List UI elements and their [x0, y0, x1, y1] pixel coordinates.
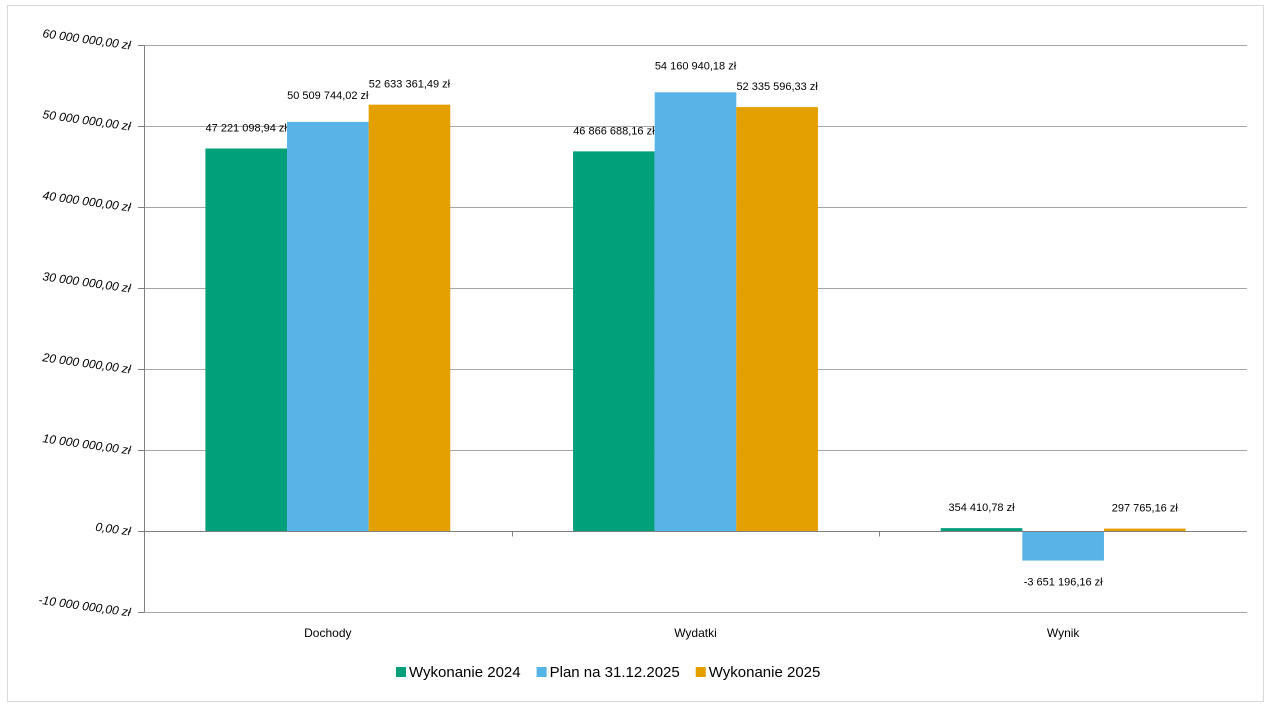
x-axis-tick-labels: Dochody Wydatki Wynik	[304, 626, 1080, 640]
data-label: 52 335 596,33 zł	[736, 81, 818, 93]
data-label: 52 633 361,49 zł	[369, 79, 451, 91]
bar-dochody-series-1	[287, 121, 369, 532]
bar-dochody-series-2	[368, 104, 451, 531]
bar-wynik-series-2	[1103, 528, 1186, 531]
legend-label: Wykonanie 2025	[709, 664, 821, 681]
bar-wydatki-series-1	[654, 92, 737, 531]
axes	[144, 45, 1247, 612]
y-tick-label: 0,00 zł	[95, 520, 132, 539]
x-tick-label: Wydatki	[674, 626, 717, 640]
data-label: 297 765,16 zł	[1112, 503, 1179, 515]
data-label: 50 509 744,02 zł	[287, 90, 369, 102]
bar-wydatki-series-0	[573, 151, 655, 531]
legend-label: Wykonanie 2024	[409, 664, 521, 681]
bar-wynik-series-1	[1022, 531, 1104, 561]
bar-wydatki-series-2	[736, 107, 818, 532]
legend: Wykonanie 2024 Plan na 31.12.2025 Wykonani…	[396, 664, 820, 681]
bar-dochody-series-0	[205, 148, 288, 531]
legend-swatch	[695, 667, 706, 677]
data-label: 47 221 098,94 zł	[206, 123, 288, 135]
data-label: -3 651 196,16 zł	[1024, 577, 1103, 589]
x-tick-label: Wynik	[1047, 626, 1081, 640]
legend-label: Plan na 31.12.2025	[550, 664, 680, 681]
data-label: 354 410,78 zł	[949, 502, 1016, 514]
legend-swatch	[536, 667, 547, 677]
x-tick-label: Dochody	[304, 626, 351, 640]
data-label: 46 866 688,16 zł	[573, 125, 655, 137]
bars	[205, 92, 1186, 561]
bar-wynik-series-0	[940, 528, 1023, 531]
data-label: 54 160 940,18 zł	[655, 60, 737, 72]
legend-swatch	[396, 667, 406, 677]
